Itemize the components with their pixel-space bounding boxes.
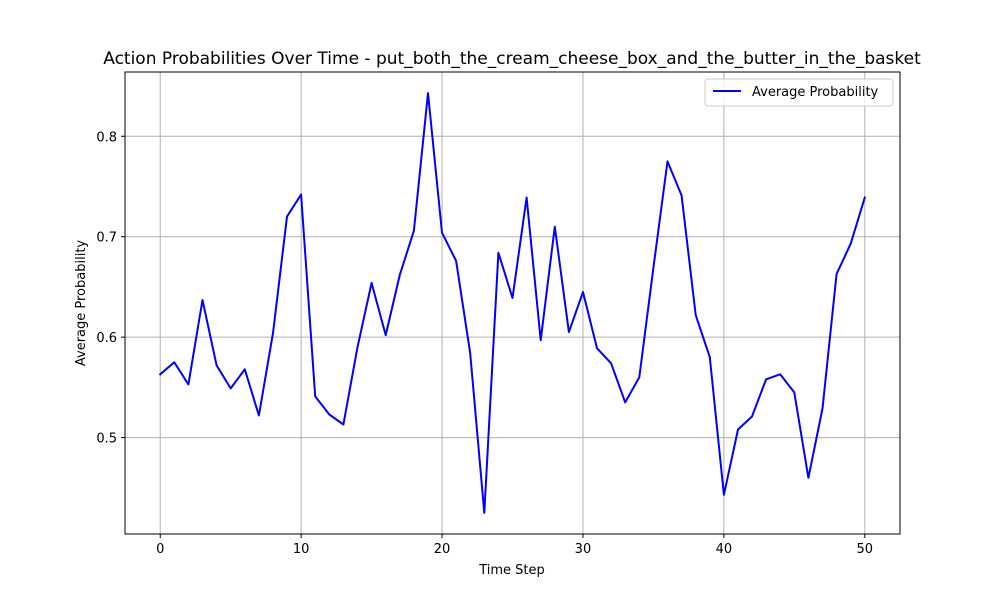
y-tick-label: 0.8 [96, 130, 117, 145]
series-layer [158, 92, 867, 514]
legend-box [704, 78, 894, 107]
plot-area-frame [124, 71, 901, 535]
x-axis-title: Time Step [478, 563, 545, 578]
x-tick-label: 50 [856, 542, 873, 557]
y-tick-label: 0.6 [96, 331, 117, 346]
x-tick-label: 40 [716, 542, 733, 557]
chart-title: Action Probabilities Over Time - put_bot… [103, 49, 921, 69]
y-tick-label: 0.7 [96, 231, 117, 246]
legend: Average Probability [704, 78, 894, 107]
x-tick-label: 20 [434, 542, 451, 557]
y-tick-label: 0.5 [96, 432, 117, 447]
axis-ticks: 0 10 20 30 40 50 0.5 0.6 0.7 0.8 [96, 130, 873, 557]
x-tick-label: 10 [293, 542, 310, 557]
legend-label-average-probability: Average Probability [752, 85, 879, 100]
x-tick-label: 0 [156, 542, 164, 557]
grid [125, 72, 900, 534]
y-axis-title: Average Probability [74, 240, 89, 367]
x-tick-label: 30 [575, 542, 592, 557]
